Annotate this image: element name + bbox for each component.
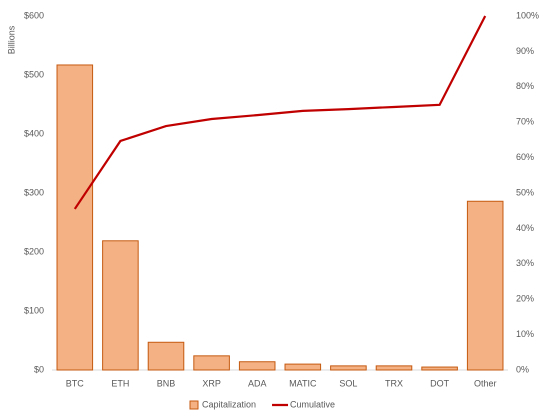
x-tick-label: SOL — [339, 378, 357, 388]
x-tick-label: MATIC — [289, 378, 317, 388]
x-tick-label: BNB — [157, 378, 176, 388]
y2-tick-label: 60% — [516, 152, 534, 162]
y2-tick-label: 30% — [516, 258, 534, 268]
y-tick-label: $300 — [24, 187, 44, 197]
y-tick-label: $200 — [24, 246, 44, 256]
x-tick-label: XRP — [202, 378, 221, 388]
y2-tick-label: 70% — [516, 117, 534, 127]
y-tick-label: $600 — [24, 10, 44, 20]
legend-swatch — [189, 400, 199, 410]
cumulative-line — [73, 15, 487, 210]
bar — [375, 365, 413, 371]
bar — [421, 366, 458, 371]
bar — [238, 361, 276, 371]
y2-tick-label: 40% — [516, 223, 534, 233]
y2-tick-label: 10% — [516, 329, 534, 339]
y-tick-label: $0 — [34, 364, 44, 374]
y-tick-label: $400 — [24, 128, 44, 138]
bar — [466, 200, 504, 371]
bar — [147, 341, 185, 371]
y2-tick-label: 100% — [516, 10, 539, 20]
x-tick-label: BTC — [66, 378, 85, 388]
y2-tick-label: 0% — [516, 364, 529, 374]
x-tick-label: TRX — [385, 378, 403, 388]
bar — [284, 363, 322, 371]
y2-tick-label: 90% — [516, 46, 534, 56]
bar — [56, 64, 94, 371]
legend-label: Capitalization — [202, 399, 256, 409]
y2-tick-label: 80% — [516, 81, 534, 91]
legend-label: Cumulative — [290, 399, 335, 409]
bar — [193, 355, 230, 371]
y2-tick-label: 20% — [516, 294, 534, 304]
y-tick-label: $500 — [24, 69, 44, 79]
bar — [102, 240, 139, 371]
y-tick-label: $100 — [24, 305, 44, 315]
x-tick-label: ETH — [111, 378, 129, 388]
y-axis-title: Billions — [6, 25, 16, 54]
x-tick-label: ADA — [248, 378, 267, 388]
x-tick-label: DOT — [430, 378, 450, 388]
x-tick-label: Other — [474, 378, 497, 388]
y2-tick-label: 50% — [516, 187, 534, 197]
bar — [330, 365, 367, 371]
